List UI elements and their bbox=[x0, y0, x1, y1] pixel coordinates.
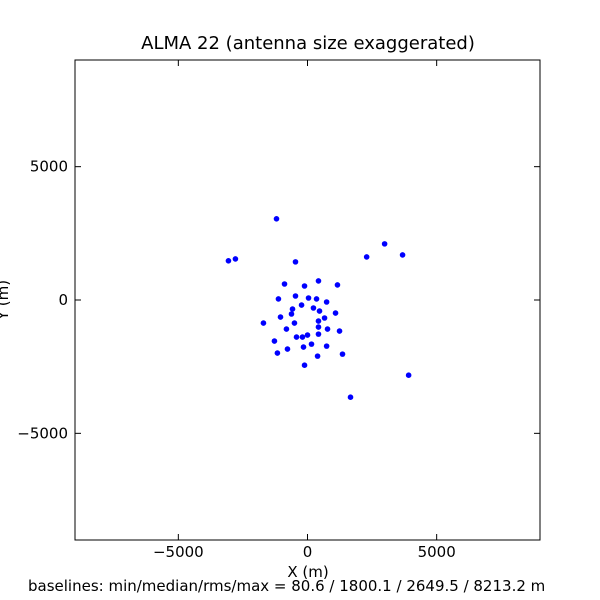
y-tick-label: 5000 bbox=[30, 158, 68, 176]
antenna-point bbox=[283, 326, 290, 332]
antenna-point bbox=[315, 278, 322, 284]
antenna-point bbox=[281, 281, 288, 287]
antenna-point bbox=[300, 344, 307, 350]
antenna-point bbox=[292, 259, 299, 265]
antenna-point bbox=[323, 343, 330, 349]
antenna-point bbox=[324, 326, 331, 332]
antenna-point bbox=[298, 302, 305, 308]
antenna-point bbox=[284, 346, 291, 352]
y-tick-label: 0 bbox=[58, 291, 68, 309]
antenna-point bbox=[313, 296, 320, 302]
antenna-point bbox=[275, 296, 282, 302]
antenna-point bbox=[225, 258, 232, 264]
x-axis-label: X (m) bbox=[287, 563, 328, 581]
antenna-point bbox=[339, 351, 346, 357]
antenna-point bbox=[288, 311, 295, 317]
x-tick-label: −5000 bbox=[153, 543, 204, 561]
antenna-point bbox=[274, 350, 281, 356]
antenna-point bbox=[304, 332, 311, 338]
antenna-point bbox=[277, 314, 284, 320]
antenna-point bbox=[332, 310, 339, 316]
y-tick-label: −5000 bbox=[17, 424, 68, 442]
antenna-point bbox=[334, 282, 341, 288]
antenna-point bbox=[301, 362, 308, 369]
antenna-point bbox=[399, 252, 406, 258]
antenna-point bbox=[293, 334, 300, 340]
antenna-point bbox=[273, 216, 280, 222]
antenna-point bbox=[314, 353, 321, 359]
x-tick-label: 0 bbox=[303, 543, 313, 561]
antenna-point bbox=[299, 334, 306, 340]
antenna-point bbox=[321, 315, 328, 321]
antenna-point bbox=[315, 318, 322, 324]
antenna-point bbox=[291, 320, 298, 326]
antenna-point bbox=[336, 328, 343, 334]
antenna-point bbox=[405, 372, 412, 379]
antenna-point bbox=[323, 299, 330, 305]
antenna-point bbox=[363, 254, 370, 260]
antenna-point bbox=[260, 320, 267, 326]
antenna-point bbox=[305, 295, 312, 301]
antenna-point bbox=[381, 241, 388, 247]
chart-title: ALMA 22 (antenna size exaggerated) bbox=[141, 33, 475, 54]
antenna-point bbox=[347, 394, 354, 401]
antenna-point bbox=[289, 306, 296, 312]
antenna-point bbox=[232, 256, 239, 262]
antenna-point bbox=[316, 308, 323, 314]
antenna-point bbox=[315, 331, 322, 337]
antenna-point bbox=[292, 293, 299, 299]
footer: baselines: min/median/rms/max = 80.6 / 1… bbox=[28, 577, 545, 595]
antenna-point bbox=[315, 324, 322, 330]
antenna-point bbox=[271, 338, 278, 344]
x-tick-label: 5000 bbox=[418, 543, 456, 561]
antenna-point bbox=[301, 283, 308, 289]
antenna-point bbox=[310, 305, 317, 311]
y-axis-label: Y (m) bbox=[0, 280, 12, 321]
antenna-point bbox=[308, 341, 315, 347]
